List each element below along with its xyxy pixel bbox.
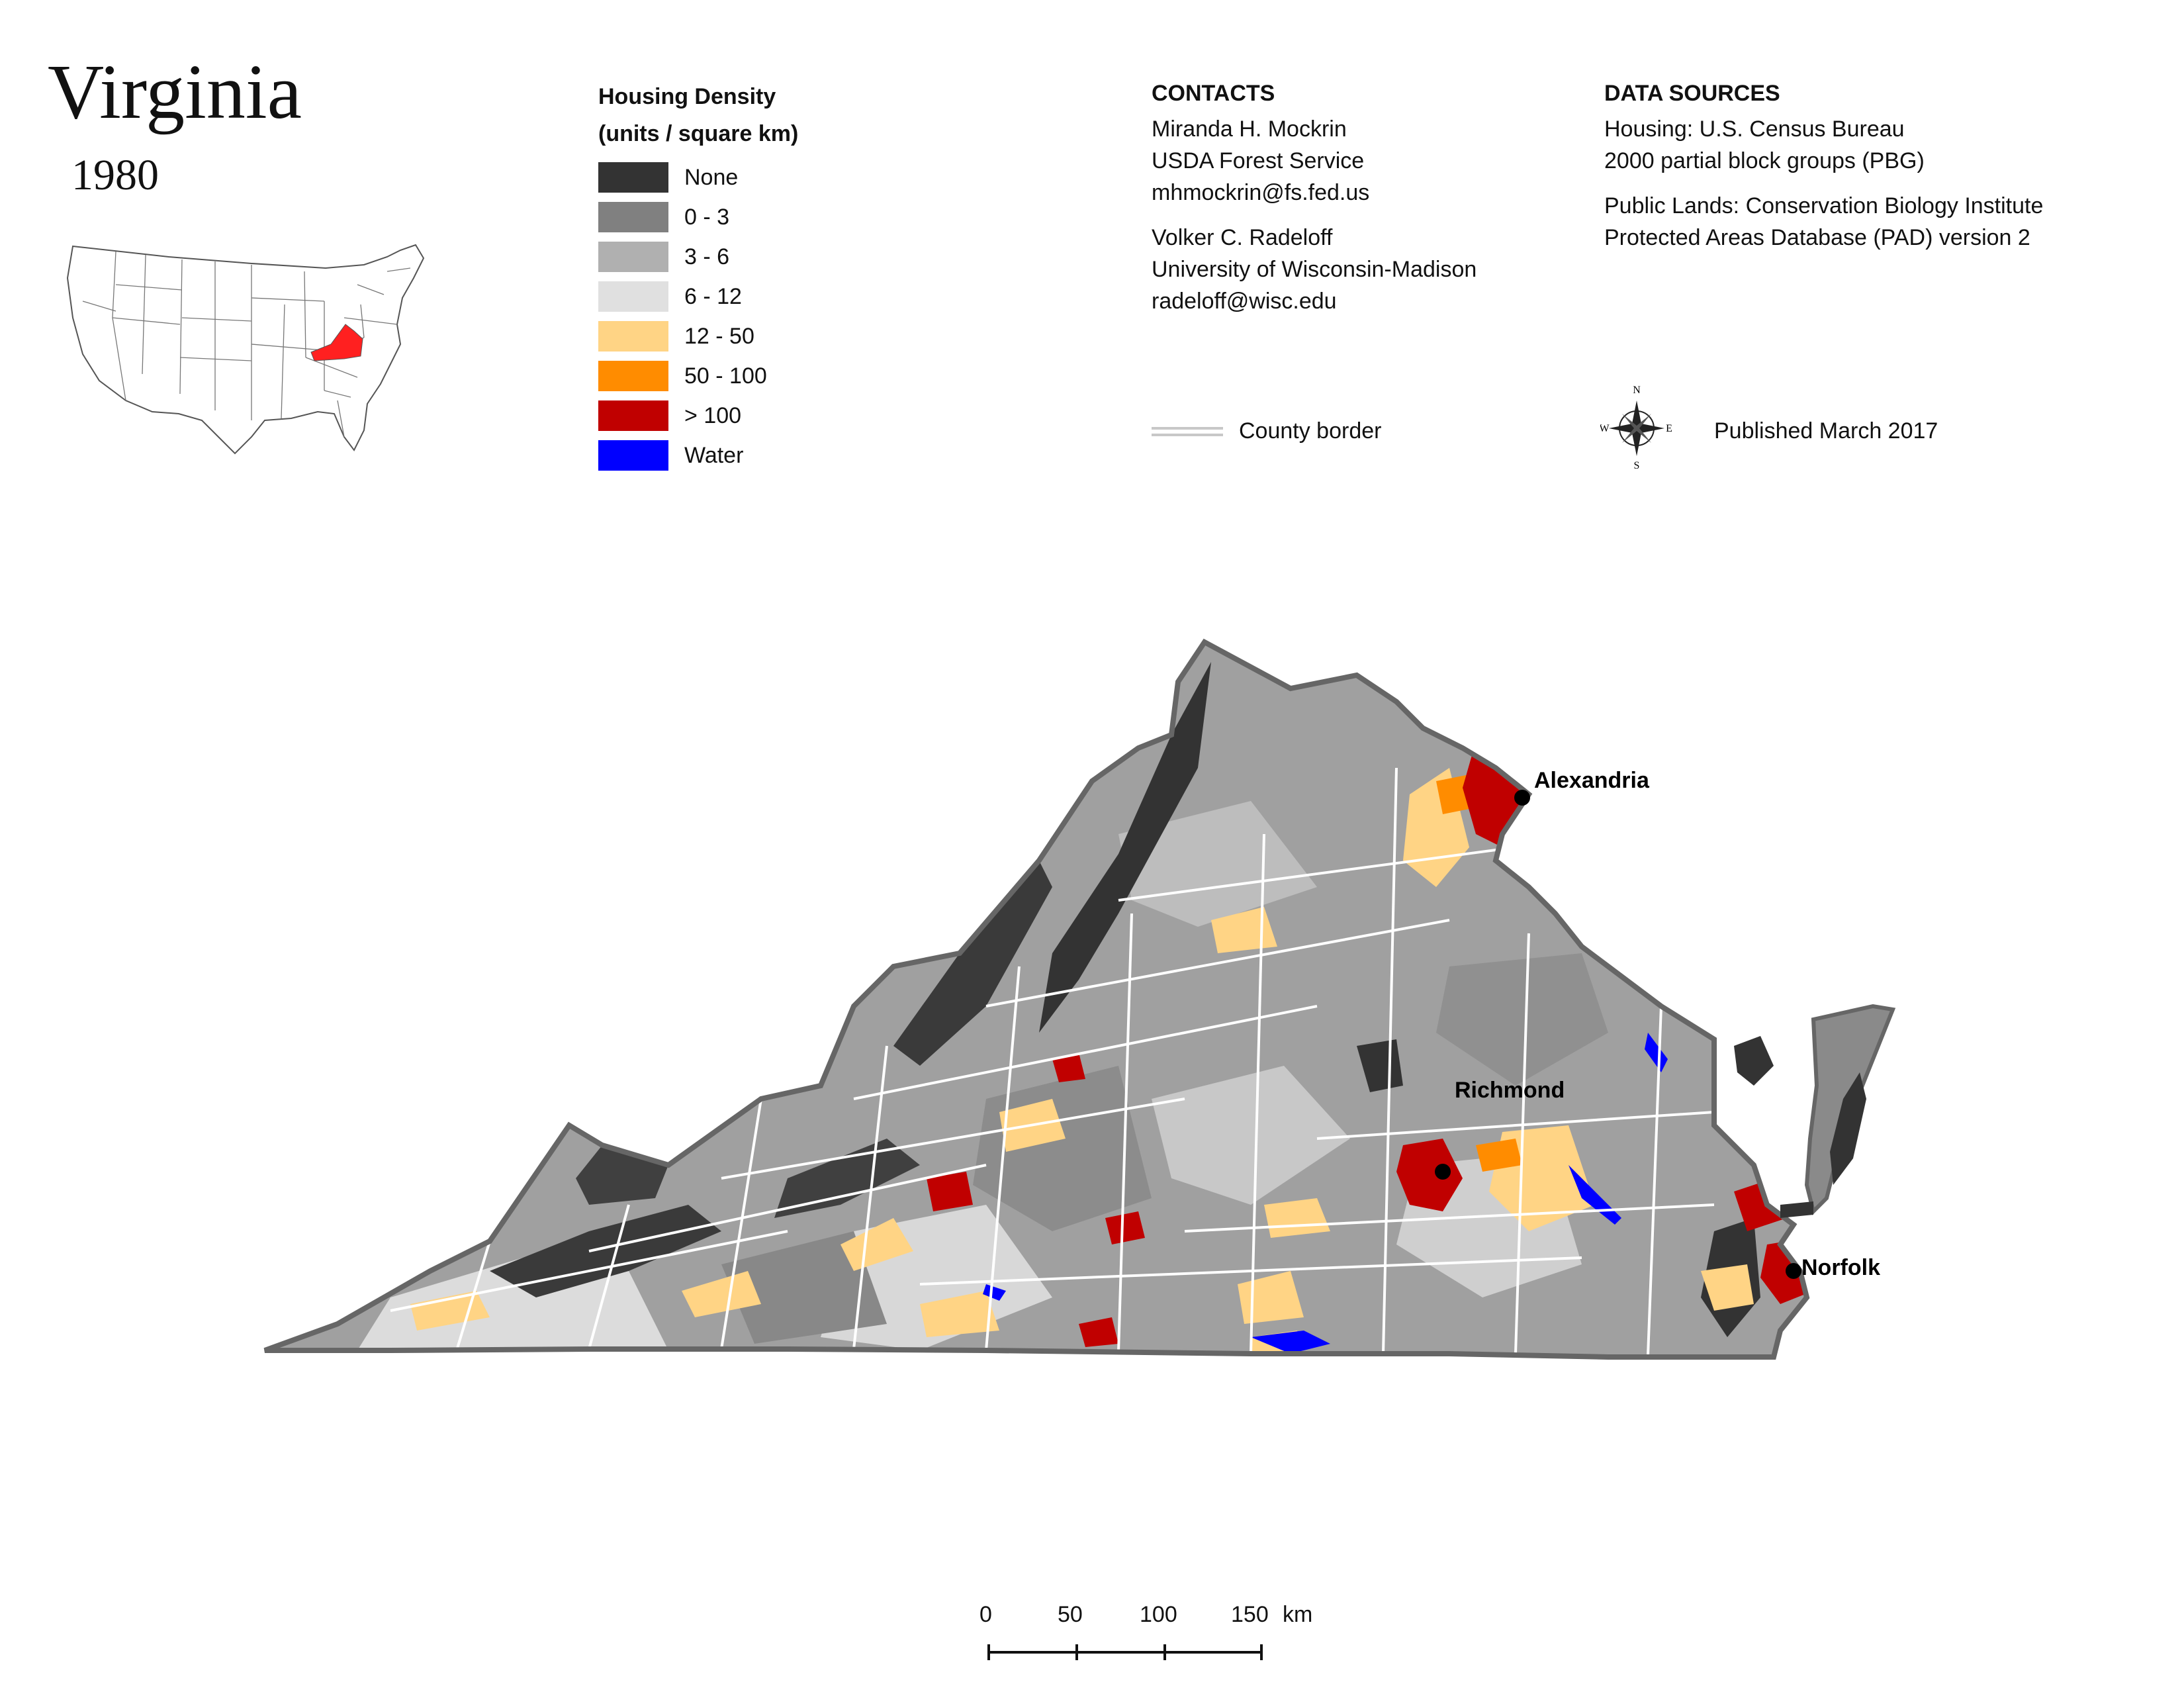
richmond-label: Richmond	[1455, 1078, 1565, 1103]
scale-bar-line	[987, 1644, 1263, 1660]
county-border-swatch	[1152, 426, 1223, 436]
legend-row: 0 - 3	[598, 197, 798, 237]
legend-label: 50 - 100	[684, 363, 767, 389]
legend-row: 12 - 50	[598, 316, 798, 356]
contact2-name: Volker C. Radeloff	[1152, 225, 1333, 250]
contact1-org: USDA Forest Service	[1152, 148, 1365, 173]
legend-swatch	[598, 321, 668, 352]
source-line3: Public Lands: Conservation Biology Insti…	[1604, 193, 2044, 218]
legend-row: Water	[598, 436, 798, 475]
scale-tick-50: 50	[1058, 1602, 1083, 1627]
county-borders	[390, 767, 1715, 1356]
compass-rose-icon: N S E W	[1600, 385, 1672, 470]
scale-tick-100: 100	[1140, 1602, 1177, 1627]
richmond-marker	[1435, 1164, 1451, 1180]
legend-title-line1: Housing Density	[598, 84, 776, 109]
alexandria-marker	[1514, 790, 1530, 806]
housing-density-legend: Housing Density (units / square km) None…	[598, 78, 798, 475]
legend-row: 3 - 6	[598, 237, 798, 277]
alexandria-label: Alexandria	[1534, 768, 1650, 793]
compass-e: E	[1666, 423, 1672, 434]
map-year: 1980	[71, 151, 159, 199]
legend-swatch	[598, 281, 668, 312]
source-line4: Protected Areas Database (PAD) version 2	[1604, 225, 2030, 250]
contact2-email[interactable]: radeloff@wisc.edu	[1152, 289, 1337, 314]
virginia-housing-density-map: Alexandria Richmond Norfolk	[258, 635, 1896, 1390]
contact2-org: University of Wisconsin-Madison	[1152, 257, 1477, 282]
scale-unit: km	[1283, 1602, 1313, 1627]
map-title: Virginia	[48, 48, 302, 135]
scale-tick-150: 150	[1231, 1602, 1269, 1627]
source-line1: Housing: U.S. Census Bureau	[1604, 117, 1905, 142]
contact1-name: Miranda H. Mockrin	[1152, 117, 1347, 142]
legend-row: None	[598, 158, 798, 197]
legend-swatch	[598, 440, 668, 471]
richmond-urban	[1396, 1139, 1463, 1211]
compass-s: S	[1634, 460, 1640, 470]
us-inset-map	[66, 244, 425, 455]
legend-label: 6 - 12	[684, 283, 742, 309]
compass-n: N	[1633, 385, 1641, 396]
legend-row: 50 - 100	[598, 356, 798, 396]
legend-row: 6 - 12	[598, 277, 798, 316]
legend-label: 0 - 3	[684, 204, 730, 230]
legend-label: 12 - 50	[684, 323, 754, 349]
published-date: Published March 2017	[1714, 418, 1938, 444]
contacts-block: CONTACTS Miranda H. Mockrin USDA Forest …	[1152, 81, 1477, 317]
eastern-shore-dark	[1830, 1072, 1866, 1185]
county-border-label: County border	[1239, 418, 1382, 444]
scale-bar: 0 50 100 150 km	[979, 1602, 1337, 1675]
tangier-island	[1734, 1036, 1774, 1086]
legend-label: None	[684, 164, 739, 190]
source-line2: 2000 partial block groups (PBG)	[1604, 148, 1925, 173]
scale-tick-0: 0	[979, 1602, 992, 1627]
legend-swatch	[598, 400, 668, 431]
norfolk-label: Norfolk	[1801, 1255, 1880, 1280]
data-sources-block: DATA SOURCES Housing: U.S. Census Bureau…	[1604, 81, 2043, 254]
legend-row: > 100	[598, 396, 798, 436]
legend-swatch	[598, 242, 668, 272]
legend-swatch	[598, 202, 668, 232]
legend-label: > 100	[684, 402, 742, 428]
virginia-highlight	[310, 324, 363, 361]
legend-swatch	[598, 361, 668, 391]
chesapeake-inlet	[1780, 1201, 1813, 1218]
density-patches	[357, 662, 1807, 1357]
legend-swatch	[598, 162, 668, 193]
contacts-heading: CONTACTS	[1152, 81, 1275, 106]
legend-title-line2: (units / square km)	[598, 121, 799, 146]
contact1-email[interactable]: mhmockrin@fs.fed.us	[1152, 180, 1370, 205]
legend-label: Water	[684, 442, 744, 468]
compass-w: W	[1600, 423, 1610, 434]
legend-label: 3 - 6	[684, 244, 730, 269]
state-borders	[82, 251, 411, 438]
norfolk-marker	[1786, 1263, 1801, 1279]
data-sources-heading: DATA SOURCES	[1604, 81, 1780, 106]
us-outline	[66, 244, 425, 455]
county-border-legend: County border	[1152, 418, 1381, 444]
legend-title: Housing Density (units / square km)	[598, 78, 798, 152]
